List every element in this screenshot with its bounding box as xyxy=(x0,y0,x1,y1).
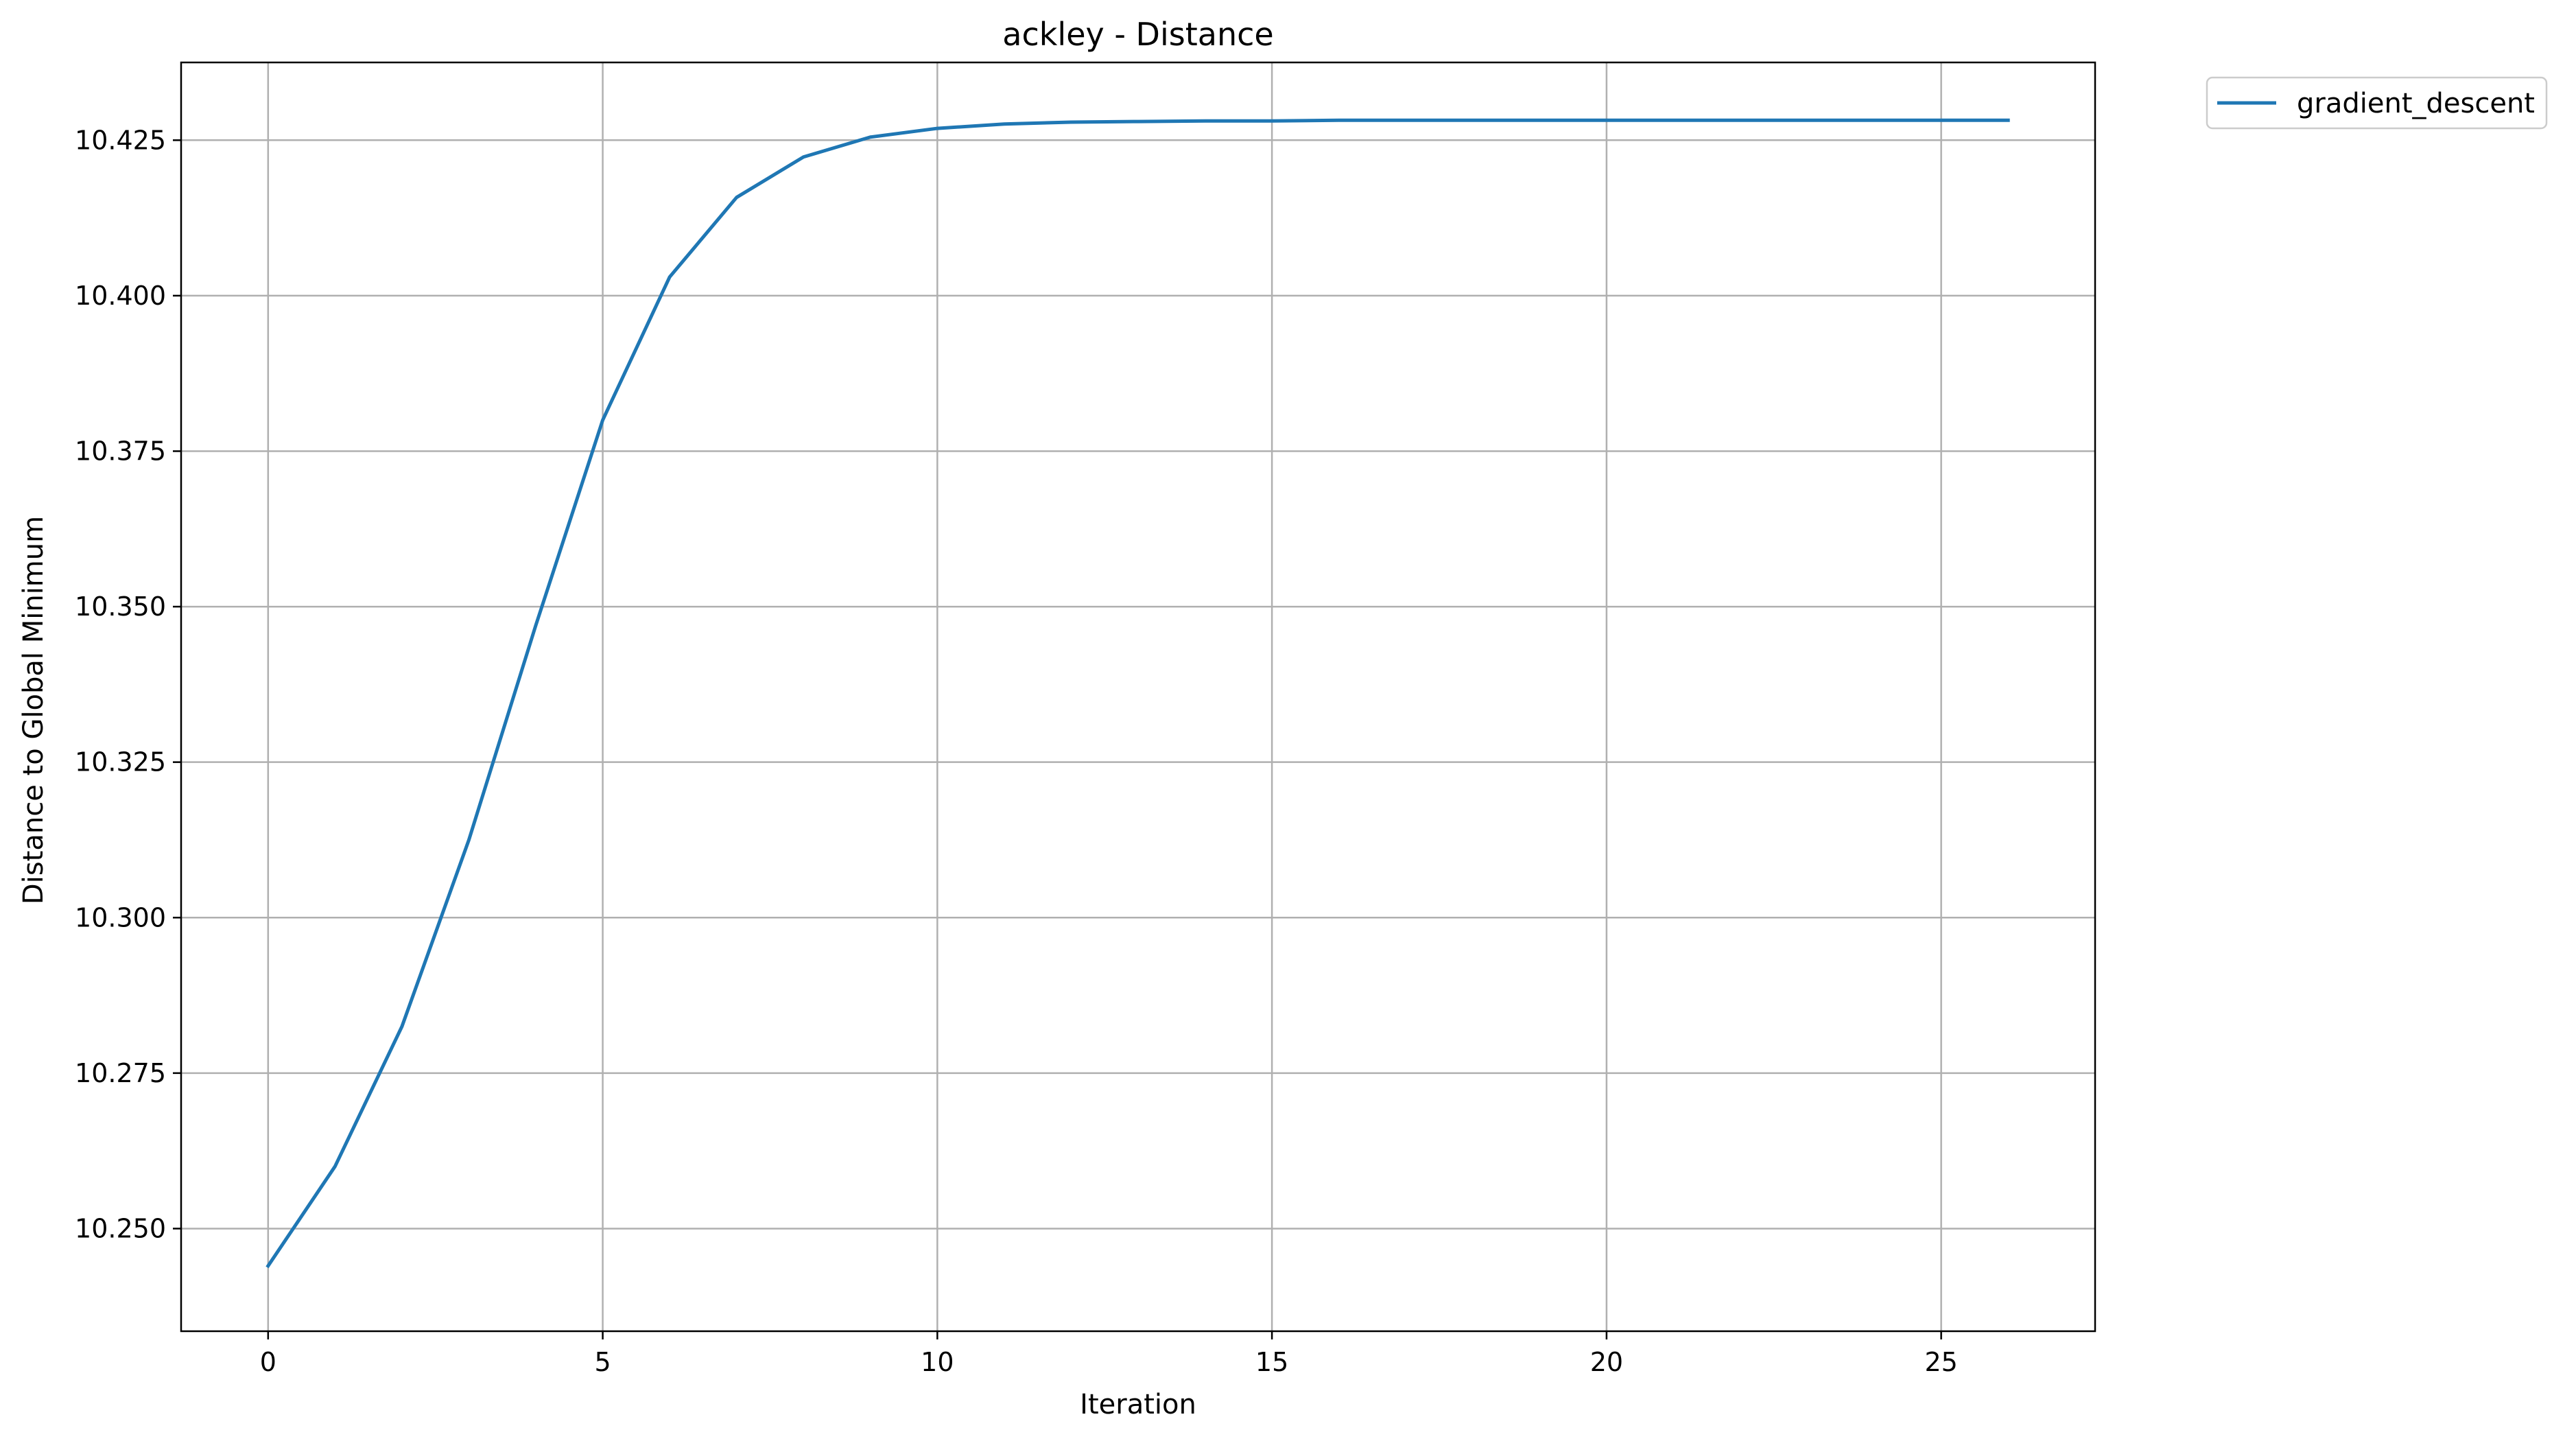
x-tick-label: 0 xyxy=(260,1347,276,1377)
y-axis-label: Distance to Global Minimum xyxy=(18,516,49,904)
x-tick-label: 10 xyxy=(921,1347,954,1377)
x-tick-label: 25 xyxy=(1924,1347,1957,1377)
y-tick-label: 10.300 xyxy=(75,902,166,933)
x-tick-label: 5 xyxy=(594,1347,611,1377)
grid xyxy=(181,62,2095,1331)
y-tick-label: 10.325 xyxy=(75,747,166,777)
plot-area-frame xyxy=(180,61,2096,1333)
y-tick-label: 10.400 xyxy=(75,281,166,311)
y-tick-label: 10.350 xyxy=(75,591,166,622)
x-tick-label: 15 xyxy=(1255,1347,1288,1377)
y-tick-label: 10.275 xyxy=(75,1058,166,1088)
plot-series xyxy=(265,118,2010,1269)
legend-label-gradient-descent: gradient_descent xyxy=(2297,88,2535,119)
x-axis-label: Iteration xyxy=(1080,1389,1196,1420)
legend: gradient_descent xyxy=(2206,76,2548,130)
y-tick-label: 10.250 xyxy=(75,1213,166,1243)
series-line-gradient-descent xyxy=(265,118,2010,1269)
y-axis: 10.250 10.275 10.300 10.325 10.350 10.375 10.4… xyxy=(75,125,181,1243)
y-tick-label: 10.425 xyxy=(75,125,166,155)
legend-frame xyxy=(2206,76,2548,130)
y-tick-label: 10.375 xyxy=(75,436,166,466)
chart-title: ackley - Distance xyxy=(1002,16,1273,53)
x-tick-label: 20 xyxy=(1590,1347,1623,1377)
x-axis: 0 5 10 15 20 25 xyxy=(260,1331,1958,1377)
